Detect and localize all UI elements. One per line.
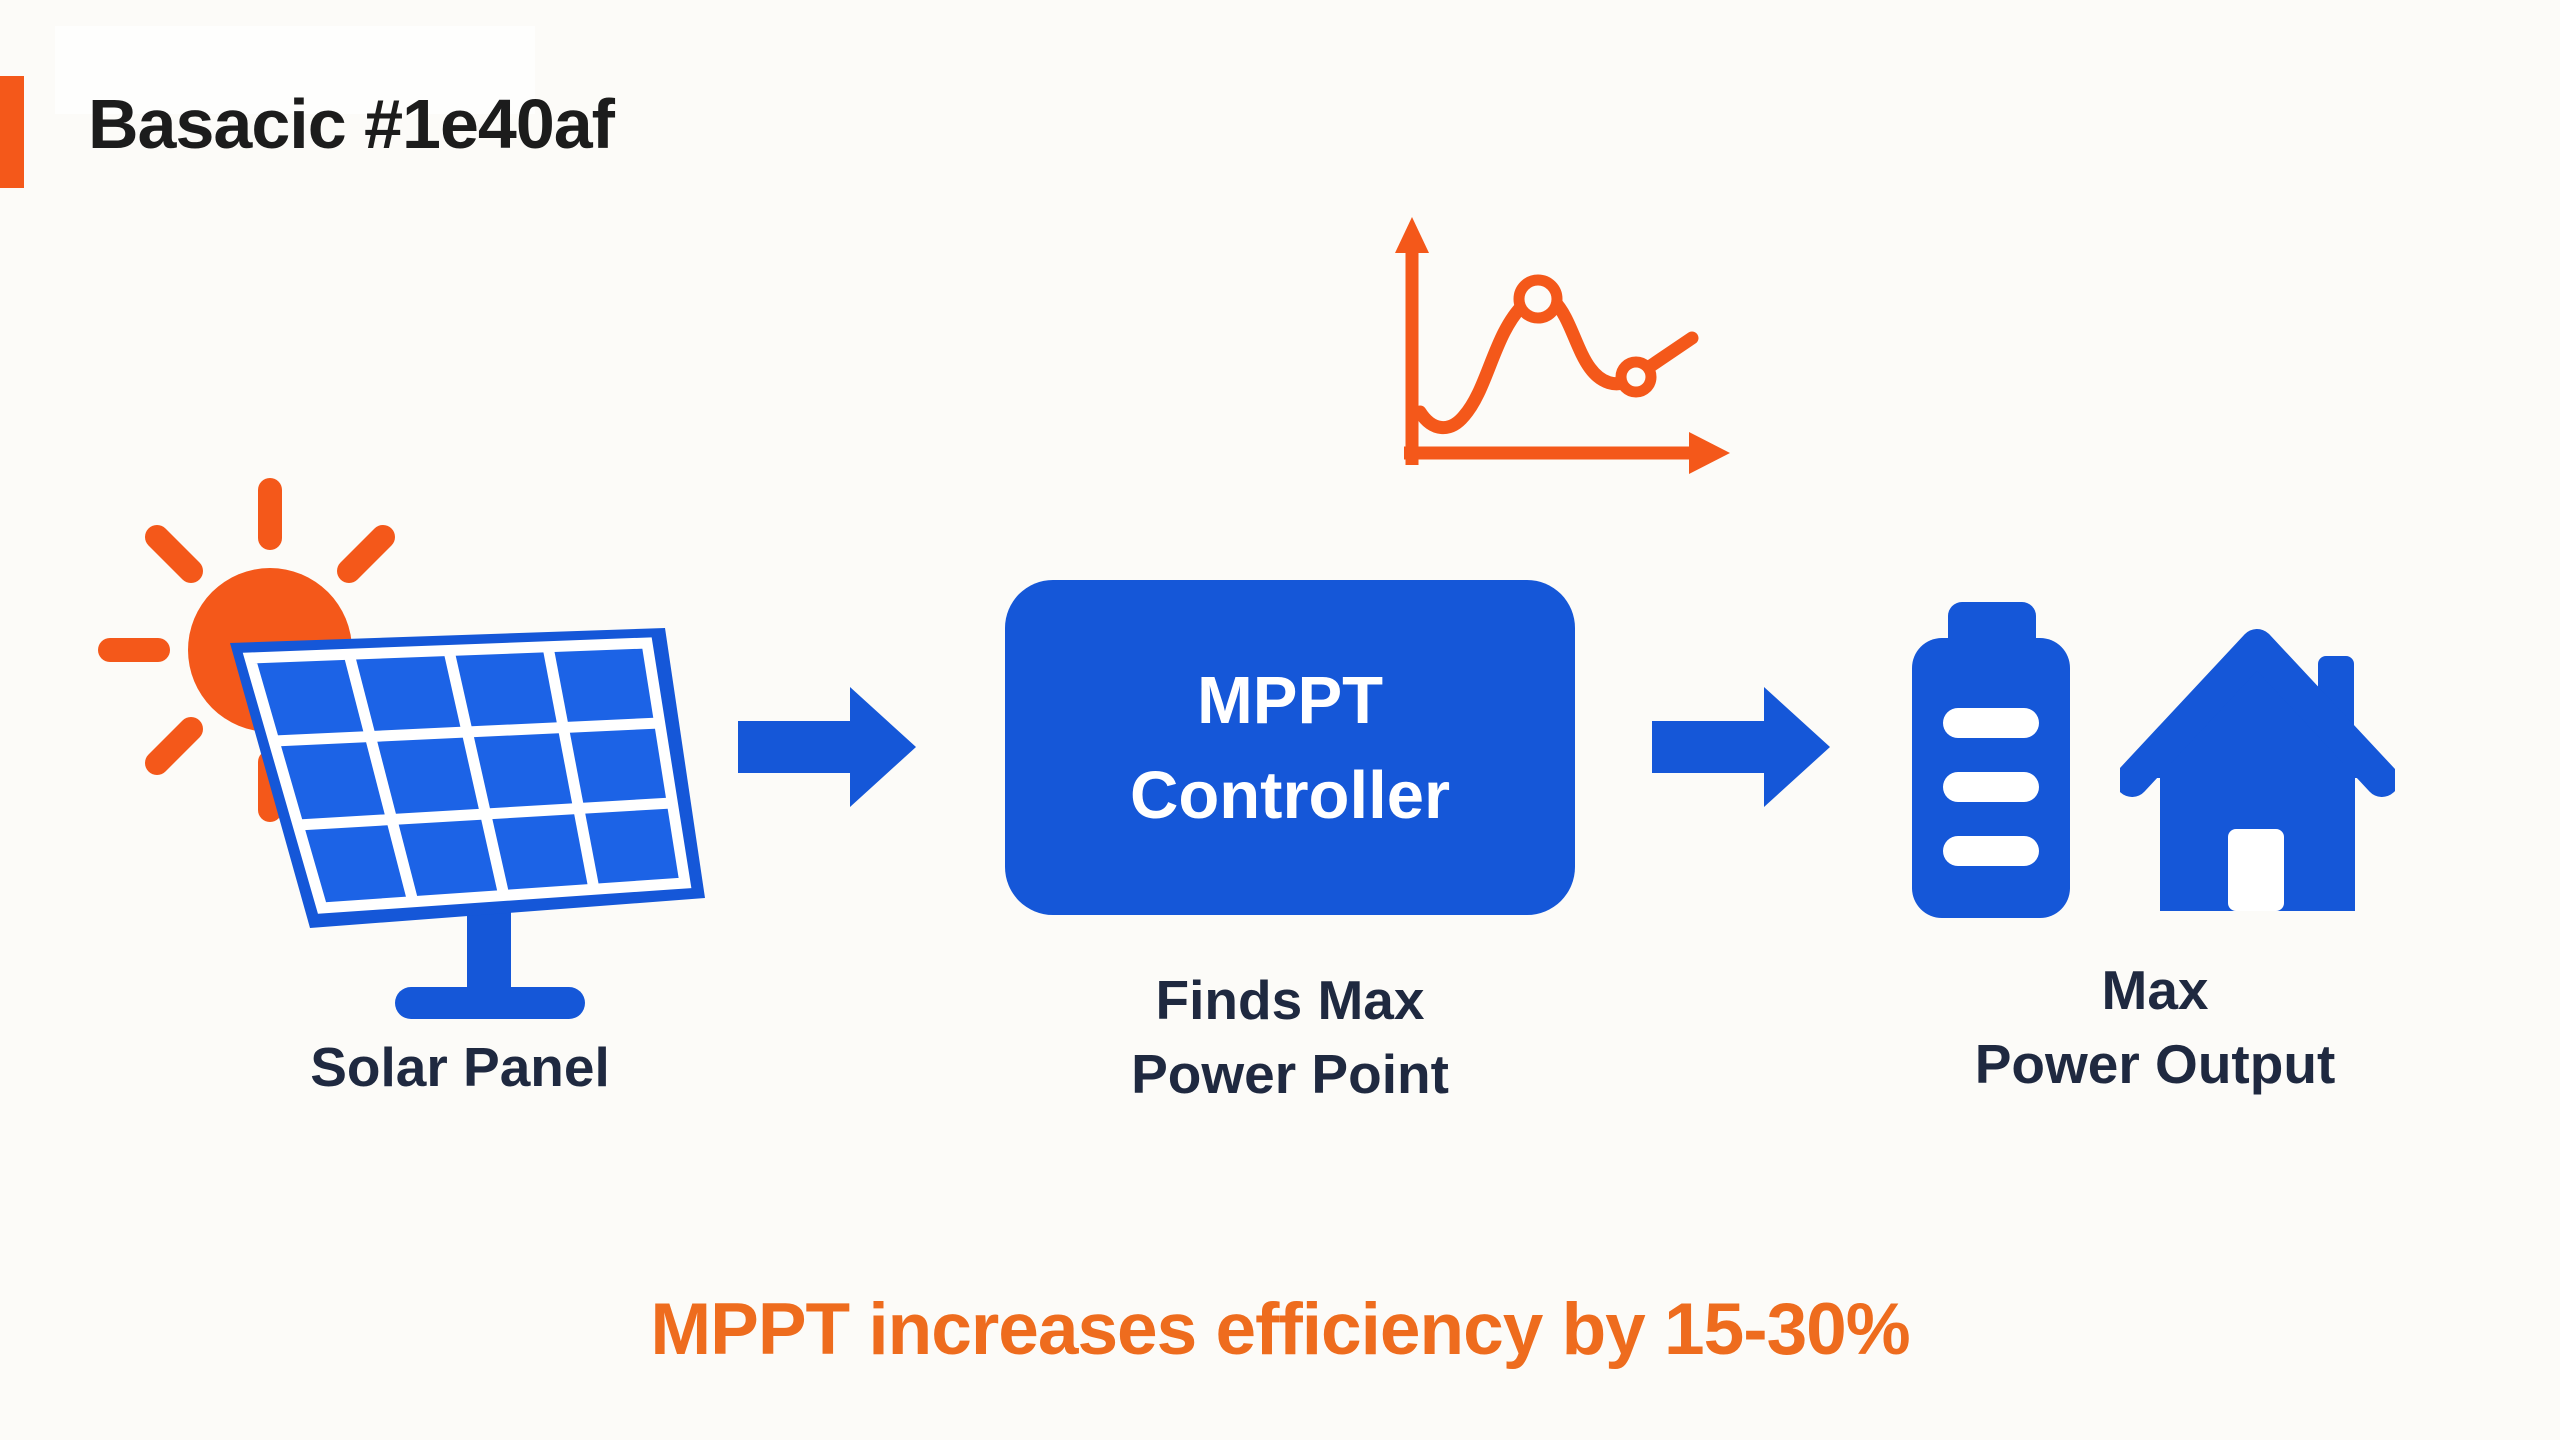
mppt-controller-box: MPPT Controller	[1005, 580, 1575, 915]
solar-panel-icon	[98, 478, 705, 1019]
mppt-controller-caption: Finds Max Power Point	[990, 963, 1590, 1111]
battery-icon	[1912, 602, 2070, 918]
mppt-box-line1: MPPT	[1196, 662, 1384, 738]
title-background-patch	[55, 26, 535, 114]
output-caption-line1: Max	[2101, 959, 2209, 1021]
output-caption-line2: Power Output	[1974, 1033, 2336, 1095]
mppt-caption-line1: Finds Max	[1155, 969, 1425, 1031]
mppt-box-line2: Controller	[1129, 757, 1451, 833]
arrow-right-icon	[1652, 687, 1830, 807]
footer-statement: MPPT increases efficiency by 15-30%	[650, 1289, 1910, 1370]
accent-bar	[0, 76, 24, 188]
max-power-output-caption: Max Power Output	[1855, 953, 2455, 1101]
power-curve-chart-icon	[1395, 217, 1730, 474]
solar-panel-caption: Solar Panel	[310, 1036, 610, 1098]
arrow-right-icon	[738, 687, 916, 807]
page-title: Basacic #1e40af	[88, 85, 615, 163]
mppt-caption-line2: Power Point	[1131, 1043, 1449, 1105]
house-icon	[2120, 629, 2395, 911]
